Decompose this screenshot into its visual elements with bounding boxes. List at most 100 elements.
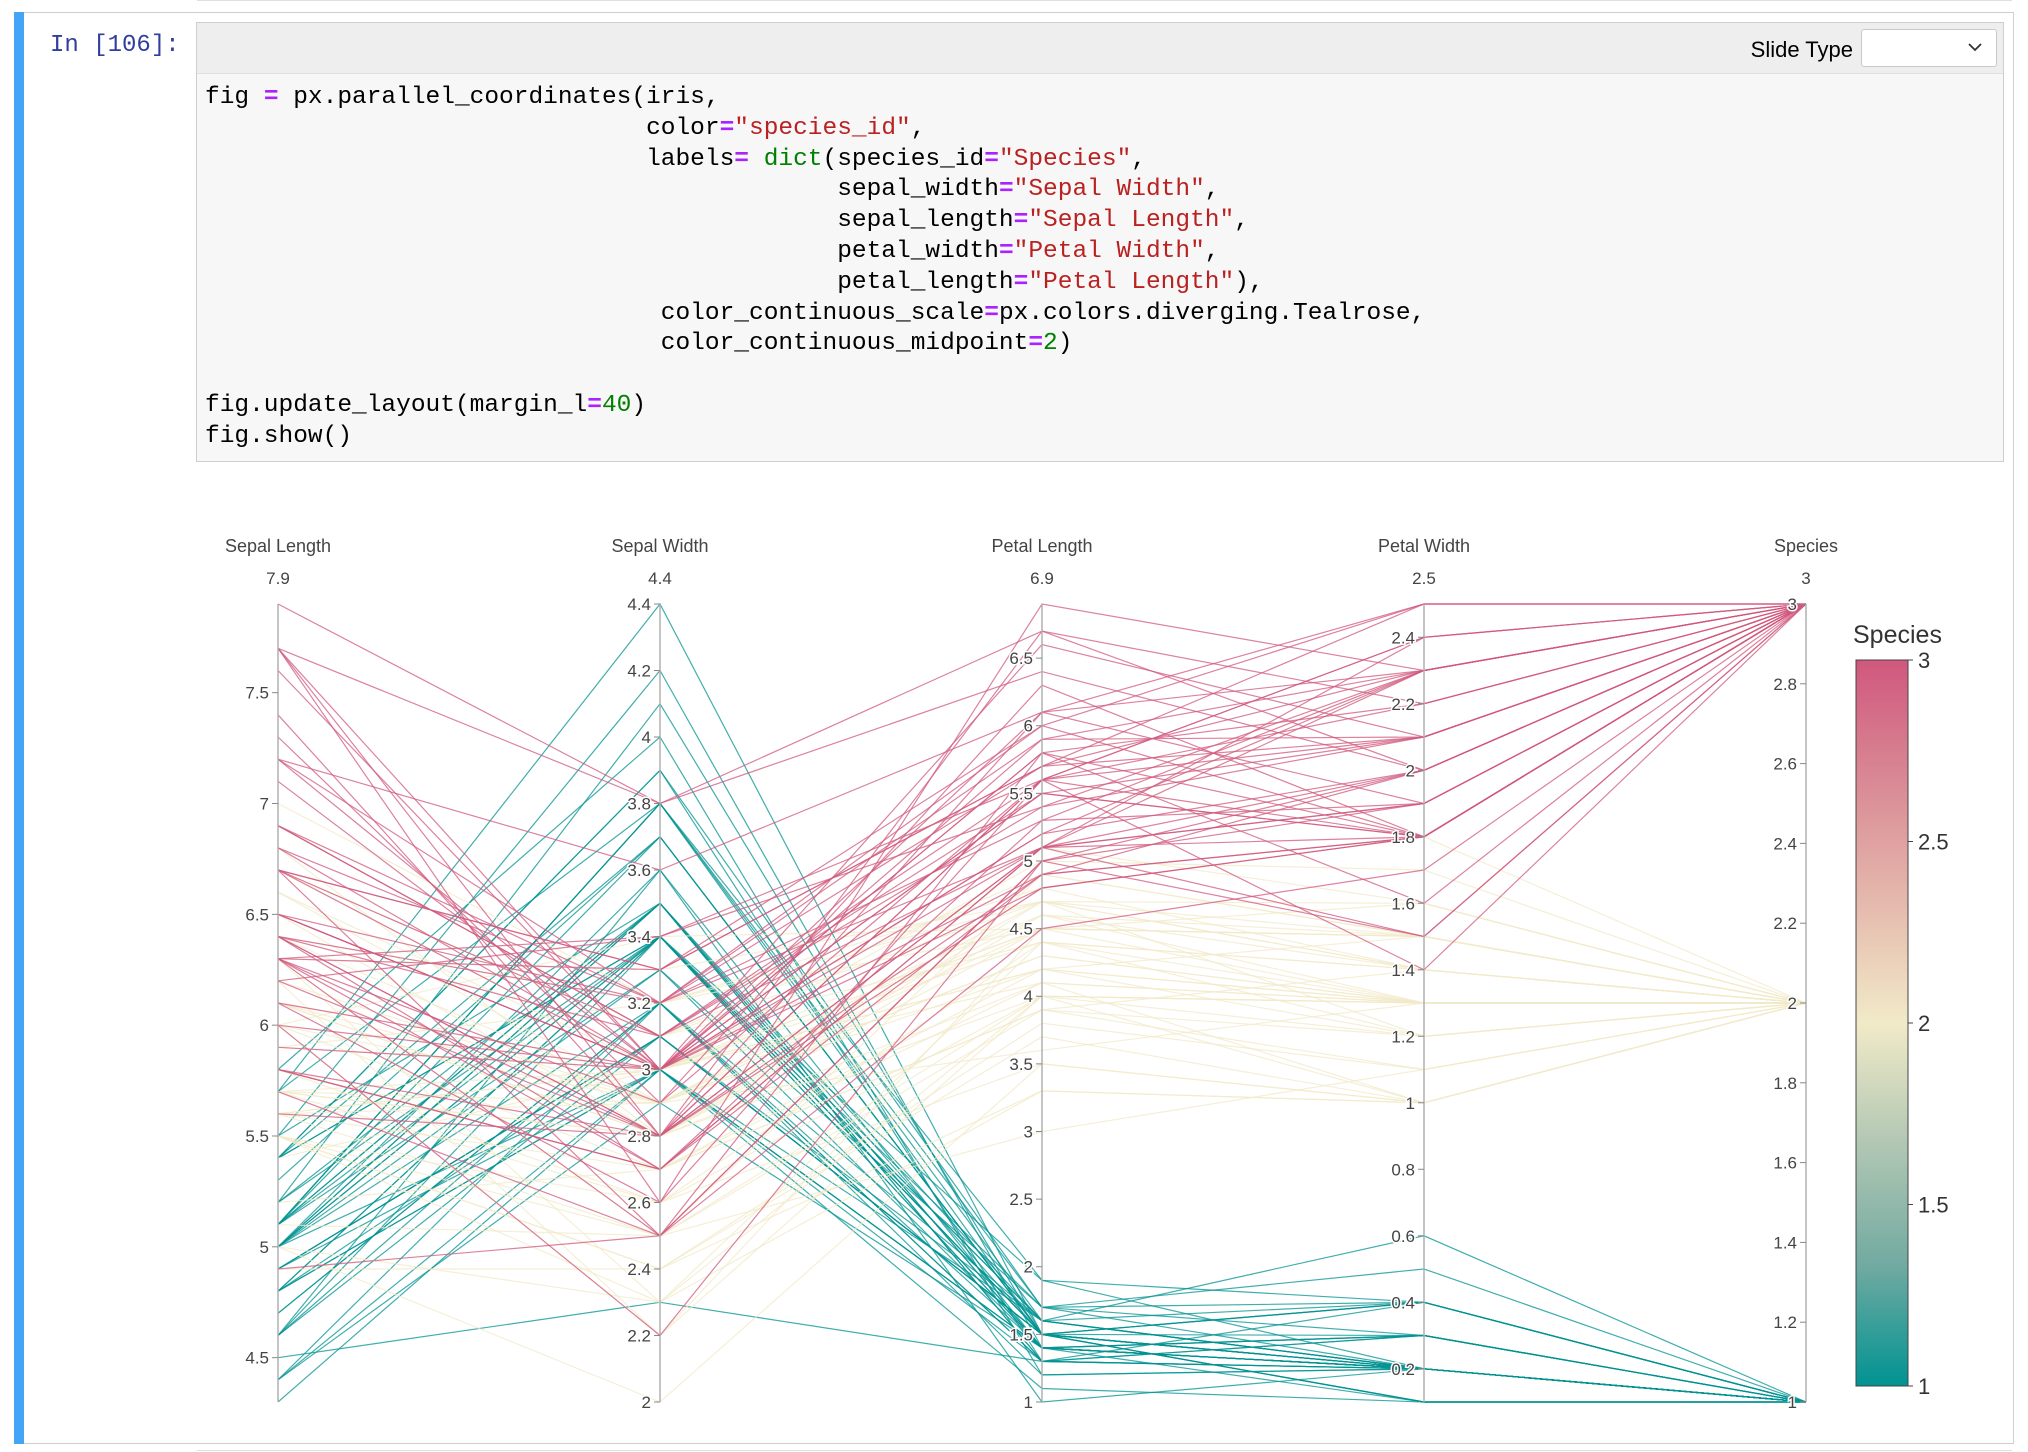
tick-label: 3 bbox=[1024, 1122, 1033, 1141]
tick-label: 6.5 bbox=[1009, 649, 1033, 668]
tick-label: 3 bbox=[1788, 595, 1797, 614]
code-token: px.colors.diverging.Tealrose, bbox=[998, 299, 1426, 327]
tick-label: 2 bbox=[642, 1393, 651, 1412]
tick-label: 2.5 bbox=[1009, 1190, 1033, 1209]
code-token: petal_width bbox=[205, 237, 999, 265]
tick-label: 2.6 bbox=[627, 1194, 651, 1213]
input-prompt: In [106]: bbox=[50, 32, 180, 59]
code-token: , bbox=[1204, 237, 1220, 265]
axis-title: Petal Length bbox=[991, 536, 1092, 556]
code-line: petal_length="Petal Length"), bbox=[205, 268, 1425, 299]
tick-label: 1.6 bbox=[1391, 894, 1415, 913]
colorbar-title: Species bbox=[1853, 621, 1942, 649]
previous-cell-border bbox=[197, 0, 2012, 1]
axis-title: Sepal Length bbox=[225, 536, 331, 556]
tick-label: 0.4 bbox=[1391, 1293, 1415, 1312]
code-token: , bbox=[1204, 176, 1220, 204]
tick-label: 1.2 bbox=[1391, 1027, 1415, 1046]
tick-label: 1.4 bbox=[1391, 961, 1415, 980]
code-token: ) bbox=[631, 391, 647, 419]
chevron-down-icon bbox=[1968, 43, 1982, 52]
tick-label: 1.8 bbox=[1773, 1074, 1797, 1093]
axis-sepal-length: Sepal Length 7.9 4.5 5 5.5 6 6.5 7 7.5 bbox=[225, 536, 331, 1402]
tick-label: 4.5 bbox=[1009, 920, 1033, 939]
tick-label: 3 bbox=[642, 1061, 651, 1080]
code-token: fig bbox=[205, 84, 264, 111]
code-token: sepal_width bbox=[205, 176, 999, 204]
tick-label: 2 bbox=[1024, 1258, 1033, 1277]
tick-label: 0.6 bbox=[1391, 1227, 1415, 1246]
code-token: 40 bbox=[601, 391, 632, 419]
code-token: ), bbox=[1234, 268, 1264, 296]
axis-max-label: 6.9 bbox=[1030, 569, 1054, 588]
parallel-coordinates-plot: Sepal Length 7.9 4.5 5 5.5 6 6.5 7 7.5 Sepal Widt… bbox=[225, 536, 1949, 1414]
code-token: , bbox=[1234, 207, 1249, 235]
axis-sepal-width: Sepal Width 4.4 2 2.2 2.4 2.6 2.8 3 3.2 3.4 3.6 3.8… bbox=[611, 536, 708, 1414]
tick-label: 1 bbox=[1024, 1393, 1033, 1412]
code-line: fig.update_layout(margin_l=40) bbox=[205, 391, 1425, 422]
tick-label: 3.6 bbox=[627, 861, 651, 880]
code-token: , bbox=[1131, 145, 1146, 173]
tick-label: 5 bbox=[260, 1238, 269, 1257]
code-token: color_continuous_scale bbox=[205, 299, 985, 327]
axis-max-label: 2.5 bbox=[1412, 569, 1436, 588]
code-token: ) bbox=[1057, 330, 1073, 358]
code-token: "Species" bbox=[998, 145, 1132, 173]
tick-label: 2.2 bbox=[627, 1327, 651, 1346]
tick-label: 5.5 bbox=[1009, 784, 1033, 803]
code-input-area[interactable]: Slide Type fig = px.parallel_coordinates… bbox=[196, 22, 2004, 462]
code-line bbox=[205, 360, 1425, 391]
tick-label: 1.6 bbox=[1773, 1154, 1797, 1173]
code-token: = bbox=[1013, 207, 1029, 235]
code-token: dict bbox=[763, 145, 823, 173]
tick-label: 4.2 bbox=[627, 662, 651, 681]
tick-label: 2 bbox=[1406, 761, 1415, 780]
tick-label: 2.2 bbox=[1773, 914, 1797, 933]
axis-petal-width: Petal Width 2.5 0.2 0.4 0.6 0.8 1 1.2 1.4 1.6 1.8 2… bbox=[1378, 536, 1470, 1402]
code-token: , bbox=[910, 114, 926, 142]
slide-type-select[interactable] bbox=[1861, 29, 1997, 67]
code-token: 2 bbox=[1043, 330, 1058, 358]
code-line: labels= dict(species_id="Species", bbox=[205, 145, 1425, 176]
code-line: sepal_length="Sepal Length", bbox=[205, 206, 1425, 237]
tick-label: 2 bbox=[1788, 994, 1797, 1013]
colorbar-tick-label: 1.5 bbox=[1918, 1193, 1949, 1218]
tick-label: 2.4 bbox=[1773, 834, 1797, 853]
cell-toolbar: Slide Type bbox=[197, 23, 2003, 74]
tick-label: 2.8 bbox=[627, 1127, 651, 1146]
colorbar-tick-label: 2.5 bbox=[1918, 830, 1949, 855]
slide-type-label: Slide Type bbox=[1750, 37, 1853, 62]
colorbar-tick-label: 3 bbox=[1918, 648, 1930, 673]
colorbar: Species 1 1.5 2 2.5 3 bbox=[1853, 621, 1949, 1399]
axis-petal-length: Petal Length 6.9 1 1.5 2 2.5 3 3.5 4 4.5 5 5.5 6 6.5 bbox=[991, 536, 1092, 1414]
tick-label: 2.2 bbox=[1391, 695, 1415, 714]
code-line: color_continuous_scale=px.colors.divergi… bbox=[205, 299, 1426, 330]
code-token: labels bbox=[205, 145, 735, 173]
tick-label: 1 bbox=[1406, 1094, 1415, 1113]
code-token: = bbox=[719, 114, 735, 142]
tick-label: 2.4 bbox=[1391, 628, 1415, 647]
code-editor[interactable]: fig = px.parallel_coordinates(iris, colo… bbox=[205, 83, 1425, 453]
code-token: = bbox=[587, 391, 602, 419]
code-line: color="species_id", bbox=[205, 114, 1425, 145]
code-line: sepal_width="Sepal Width", bbox=[205, 175, 1425, 206]
tick-label: 2.4 bbox=[627, 1260, 651, 1279]
code-token: "Petal Length" bbox=[1028, 268, 1235, 296]
code-token: "species_id" bbox=[734, 114, 911, 142]
tick-label: 3.2 bbox=[627, 994, 651, 1013]
axis-title: Species bbox=[1774, 536, 1838, 556]
axis-species: Species 3 1 1.2 1.4 1.6 1.8 2 2.2 2.4 2.6 2.8 3 bbox=[1772, 536, 1838, 1414]
code-line: petal_width="Petal Width", bbox=[205, 237, 1425, 268]
tick-label: 6 bbox=[260, 1016, 269, 1035]
code-token: petal_length bbox=[205, 268, 1014, 296]
notebook-cell[interactable] bbox=[14, 12, 2014, 1444]
tick-label: 0.2 bbox=[1391, 1360, 1415, 1379]
code-token: = bbox=[984, 299, 999, 327]
tick-label: 3.4 bbox=[627, 928, 651, 947]
code-token: = bbox=[263, 84, 279, 111]
tick-label: 1.8 bbox=[1391, 828, 1415, 847]
code-token: = bbox=[998, 176, 1014, 204]
tick-label: 4.5 bbox=[245, 1349, 269, 1368]
axis-max-label: 3 bbox=[1801, 569, 1810, 588]
tick-label: 4 bbox=[1024, 987, 1033, 1006]
